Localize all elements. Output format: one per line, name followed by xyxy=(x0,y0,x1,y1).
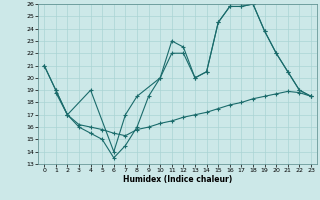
X-axis label: Humidex (Indice chaleur): Humidex (Indice chaleur) xyxy=(123,175,232,184)
